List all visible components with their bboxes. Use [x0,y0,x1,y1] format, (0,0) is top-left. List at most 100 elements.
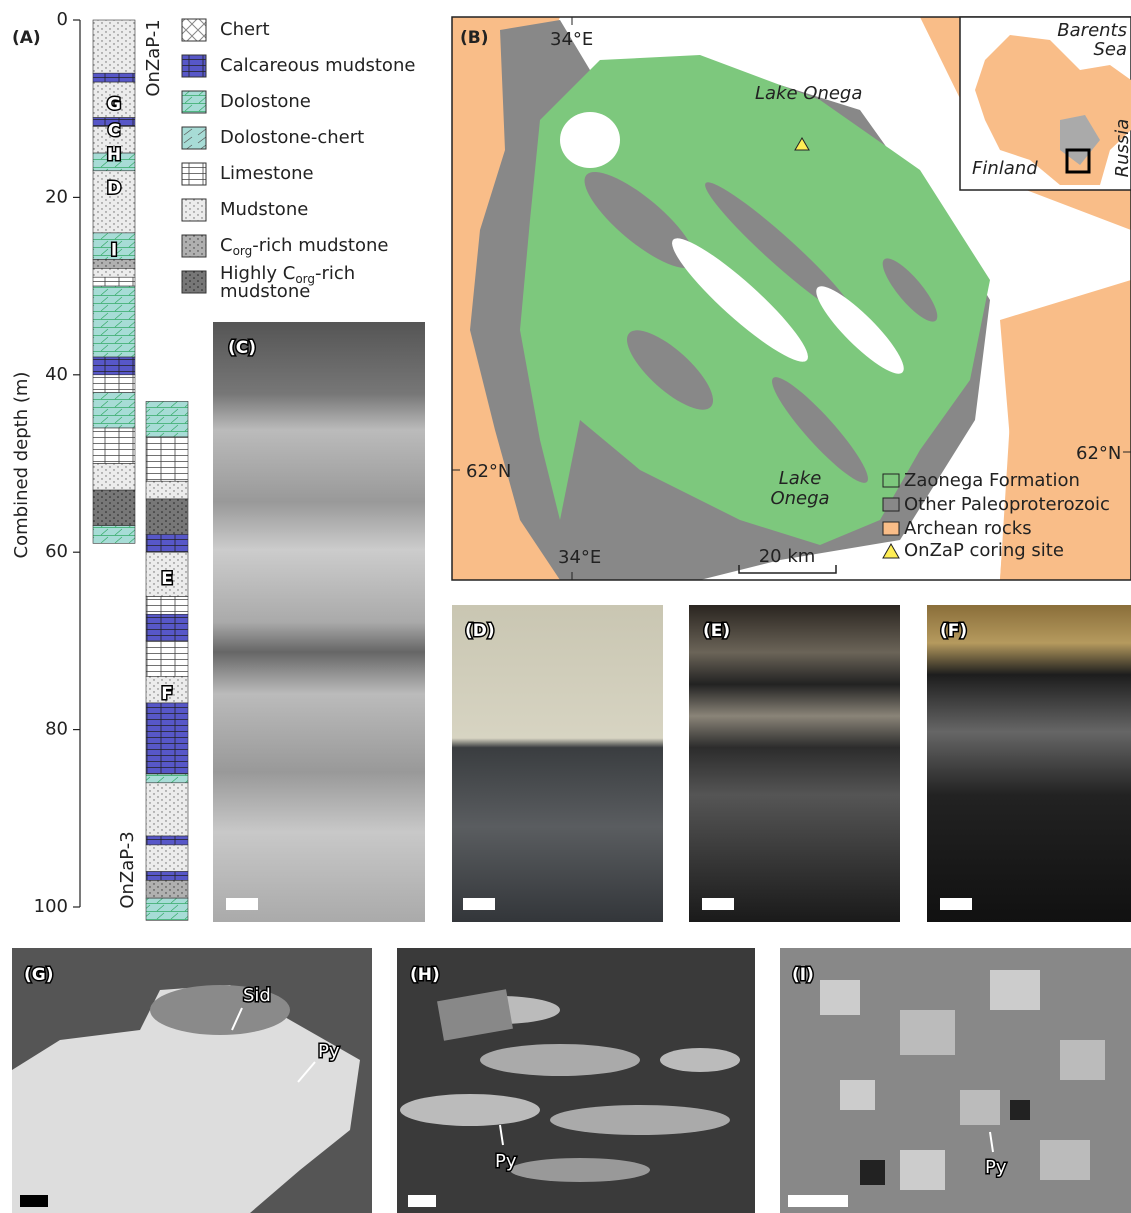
legend-text: Chert [220,19,270,40]
sample-marker: H [107,145,121,165]
y-tick-label: 80 [45,719,68,740]
inset-label: Russia [1112,119,1131,178]
core-photo [452,605,663,922]
panel-label: (B) [460,28,489,48]
legend-label: OnZaP coring site [904,540,1064,561]
panel-label: (E) [703,621,730,641]
scale-bar [738,565,837,574]
stratum [145,498,189,535]
stratum [145,835,189,846]
annotation: Py [495,1151,517,1172]
stratum [92,525,136,544]
legend-swatch [181,270,207,294]
legend-text: Mudstone [220,199,308,220]
annotation: Py [985,1157,1007,1178]
y-tick-label: 60 [45,541,68,562]
stratum [145,702,189,775]
inset-map: Barents Sea Finland Russia [959,16,1131,191]
legend-swatch [181,90,207,114]
stratum [145,871,189,881]
stratum [145,844,189,872]
axis-label: Combined depth (m) [11,372,32,559]
stratum [92,268,136,278]
legend-label: Dolostone [220,91,311,112]
sem-image [12,948,372,1213]
y-tick-label: 40 [45,364,68,385]
legend-label: Dolostone-chert [220,127,364,148]
legend-label: Archean rocks [904,518,1032,539]
core-photo [213,322,425,922]
legend-swatch [181,18,207,42]
sem-image [780,948,1131,1213]
stratum [145,897,189,921]
stratum [145,676,189,704]
y-tick-label: 0 [57,9,68,30]
legend-swatch [181,54,207,78]
map-frame [451,16,1131,581]
legend-label: Highly Corg-rich [220,263,355,286]
stratum [92,72,136,83]
legend-text: Dolostone [220,91,311,112]
legend-text: Calcareous mudstone [220,55,415,76]
panel-label: (G) [24,965,54,985]
legend-label: Limestone [220,163,314,184]
scale-bar [940,898,972,910]
inset-label: Barents [1057,20,1127,41]
stratum [145,401,189,438]
panel-label: (D) [465,621,495,641]
stratum [92,356,136,376]
lat-label: 62°N [1076,443,1121,464]
scale-bar [463,898,495,910]
sample-marker: E [161,569,173,589]
annotation: Sid [243,985,271,1006]
core-photo [689,605,900,922]
sample-marker: I [111,241,117,261]
legend-text: Limestone [220,163,314,184]
inset-label: Finland [972,158,1038,179]
sample-marker: G [107,94,121,114]
scale-bar [226,898,258,910]
panel-label: (I) [792,965,814,985]
legend-label: Chert [220,19,270,40]
inset-label: Sea [1093,39,1127,60]
stratum [145,782,189,837]
sample-marker: F [161,684,173,704]
stratum [145,551,189,597]
annotation: Py [318,1041,340,1062]
legend-swatch [181,162,207,186]
stratum [145,880,189,899]
legend-label: Mudstone [220,199,308,220]
legend-label: Other Paleoproterozoic [904,494,1110,515]
legend-text: Highly C [220,263,295,284]
lake-label: Lake Onega [755,83,862,104]
stratum [92,19,136,74]
legend-text: -rich [315,263,355,284]
stratum [145,436,189,482]
core-photo [927,605,1131,922]
legend-text: Dolostone-chert [220,127,364,148]
stratum [145,640,189,677]
panel-label: (C) [228,338,256,358]
stratum [145,534,189,553]
core-name: OnZaP-1 [143,19,164,96]
scale-label: 20 km [759,546,816,567]
legend-swatch [181,198,207,222]
lake-label: Onega [770,488,829,509]
stratum [92,276,136,287]
y-tick-label: 20 [45,186,68,207]
stratum [92,259,136,269]
legend-swatch [181,126,207,150]
stratum [92,463,136,491]
legend-label: Calcareous mudstone [220,55,415,76]
legend: Chert Calcareous mudstone Dolostone Dolosto… [181,18,415,302]
stratum [92,374,136,393]
stratum [145,613,189,642]
scale-bar [702,898,734,910]
stratum [92,427,136,464]
stratum [92,489,136,526]
legend-label: mudstone [220,281,310,302]
legend-text: org [233,244,253,258]
stratum [92,285,136,358]
